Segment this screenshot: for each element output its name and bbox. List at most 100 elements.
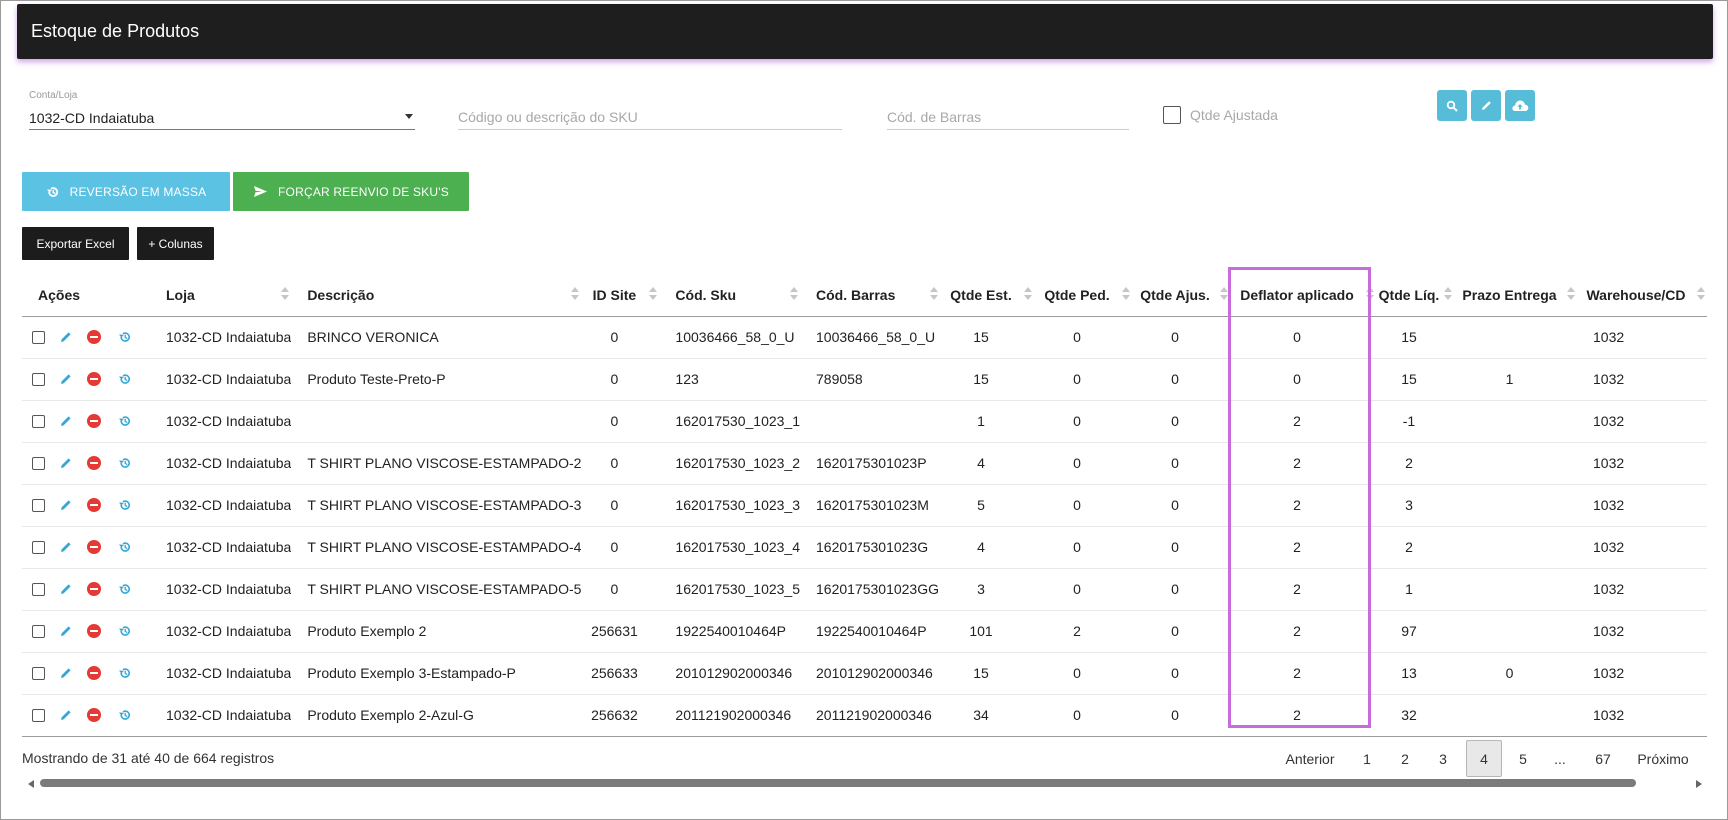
pagination-page[interactable]: 2	[1401, 750, 1409, 767]
pencil-icon[interactable]	[59, 624, 73, 638]
column-header[interactable]: Qtde Ped.	[1034, 274, 1132, 317]
delete-icon[interactable]	[87, 330, 101, 344]
history-icon[interactable]	[118, 708, 132, 722]
pagination-page[interactable]: 1	[1363, 750, 1371, 767]
account-select[interactable]: 1032-CD Indaiatuba	[29, 104, 415, 130]
history-icon[interactable]	[118, 414, 132, 428]
column-header[interactable]: Warehouse/CD	[1577, 274, 1707, 317]
stock-qty-cell: 101	[940, 610, 1034, 653]
column-header[interactable]: Loja	[150, 274, 292, 317]
scrollbar-thumb[interactable]	[40, 779, 1636, 787]
row-checkbox[interactable]	[32, 456, 45, 470]
sku-cell: 201012902000346	[659, 652, 800, 695]
pagination-page[interactable]: 3	[1439, 750, 1447, 767]
column-header[interactable]: Cód. Sku	[659, 274, 800, 317]
row-checkbox[interactable]	[32, 582, 45, 596]
history-icon[interactable]	[118, 330, 132, 344]
force-resend-sku-button[interactable]: FORÇAR REENVIO DE SKU'S	[233, 172, 469, 211]
store-cell: 1032-CD Indaiatuba	[150, 652, 292, 695]
sku-cell: 10036466_58_0_U	[659, 316, 800, 359]
delete-icon[interactable]	[87, 540, 101, 554]
mass-reversal-button[interactable]: REVERSÃO EM MASSA	[22, 172, 230, 211]
pagination-previous[interactable]: Anterior	[1285, 750, 1335, 767]
column-header[interactable]: Deflator aplicado	[1230, 274, 1376, 317]
sku-search-input[interactable]	[458, 104, 842, 130]
barcode-input[interactable]	[887, 104, 1129, 130]
pencil-icon[interactable]	[59, 540, 73, 554]
row-checkbox[interactable]	[32, 708, 45, 722]
column-header[interactable]: Prazo Entrega	[1454, 274, 1577, 317]
edit-button[interactable]	[1471, 90, 1501, 121]
scroll-left-arrow-icon[interactable]	[28, 780, 34, 788]
ordered-qty-cell: 0	[1034, 358, 1132, 401]
pencil-icon[interactable]	[59, 708, 73, 722]
description-cell	[291, 400, 582, 443]
column-header[interactable]: Qtde Líq.	[1376, 274, 1454, 317]
pencil-icon[interactable]	[59, 582, 73, 596]
history-icon[interactable]	[118, 582, 132, 596]
records-summary: Mostrando de 31 até 40 de 664 registros	[22, 750, 275, 766]
history-icon[interactable]	[118, 540, 132, 554]
pencil-icon[interactable]	[59, 456, 73, 470]
pagination-next[interactable]: Próximo	[1637, 750, 1689, 767]
delete-icon[interactable]	[87, 498, 101, 512]
history-icon[interactable]	[118, 372, 132, 386]
delete-icon[interactable]	[87, 708, 101, 722]
column-header[interactable]: Descrição	[291, 274, 582, 317]
store-cell: 1032-CD Indaiatuba	[150, 442, 292, 485]
row-checkbox[interactable]	[32, 666, 45, 680]
horizontal-scrollbar[interactable]	[22, 778, 1708, 790]
adjusted-qty-cell: 0	[1132, 652, 1230, 695]
deflator-cell: 0	[1230, 316, 1376, 359]
row-checkbox[interactable]	[32, 540, 45, 554]
history-icon[interactable]	[118, 498, 132, 512]
adjusted-qty-toggle[interactable]: Qtde Ajustada	[1163, 106, 1278, 124]
row-checkbox[interactable]	[32, 372, 45, 386]
delete-icon[interactable]	[87, 414, 101, 428]
column-header[interactable]: Qtde Est.	[940, 274, 1034, 317]
pagination-page[interactable]: 5	[1519, 750, 1527, 767]
history-icon[interactable]	[118, 624, 132, 638]
barcode-cell: 1620175301023P	[800, 442, 940, 485]
table-row: 1032-CD Indaiatuba T SHIRT PLANO VISCOSE-…	[22, 442, 1707, 485]
export-excel-button[interactable]: Exportar Excel	[22, 227, 129, 260]
stock-qty-cell: 4	[940, 442, 1034, 485]
delete-icon[interactable]	[87, 372, 101, 386]
pencil-icon[interactable]	[59, 666, 73, 680]
delete-icon[interactable]	[87, 666, 101, 680]
ordered-qty-cell: 0	[1034, 526, 1132, 569]
pagination-page-current[interactable]: 4	[1466, 740, 1502, 777]
sort-icon	[571, 287, 580, 300]
scroll-right-arrow-icon[interactable]	[1696, 780, 1702, 788]
site-id-cell: 0	[581, 400, 660, 443]
column-header[interactable]: Qtde Ajus.	[1132, 274, 1230, 317]
column-header[interactable]: Cód. Barras	[800, 274, 940, 317]
history-icon[interactable]	[118, 456, 132, 470]
pencil-icon[interactable]	[59, 498, 73, 512]
delivery-time-cell	[1454, 526, 1577, 569]
row-checkbox[interactable]	[32, 414, 45, 428]
pencil-icon[interactable]	[59, 414, 73, 428]
search-button[interactable]	[1437, 90, 1467, 121]
delete-icon[interactable]	[87, 624, 101, 638]
store-cell: 1032-CD Indaiatuba	[150, 316, 292, 359]
pencil-icon[interactable]	[59, 372, 73, 386]
upload-button[interactable]	[1505, 90, 1535, 121]
description-cell: Produto Exemplo 2-Azul-G	[291, 694, 582, 737]
more-columns-button[interactable]: + Colunas	[137, 227, 214, 260]
column-header[interactable]: ID Site	[581, 274, 660, 317]
history-icon[interactable]	[118, 666, 132, 680]
search-icon	[1446, 100, 1458, 112]
deflator-cell: 0	[1230, 358, 1376, 401]
row-checkbox[interactable]	[32, 498, 45, 512]
sku-cell: 162017530_1023_2	[659, 442, 800, 485]
pagination-page[interactable]: 67	[1595, 750, 1611, 767]
delete-icon[interactable]	[87, 456, 101, 470]
row-checkbox[interactable]	[32, 624, 45, 638]
adjusted-qty-checkbox[interactable]	[1163, 106, 1181, 124]
row-checkbox[interactable]	[32, 330, 45, 344]
ordered-qty-cell: 0	[1034, 316, 1132, 359]
pencil-icon[interactable]	[59, 330, 73, 344]
stock-table: Ações Loja Descrição ID Site Cód. Sku Có…	[22, 274, 1707, 737]
delete-icon[interactable]	[87, 582, 101, 596]
